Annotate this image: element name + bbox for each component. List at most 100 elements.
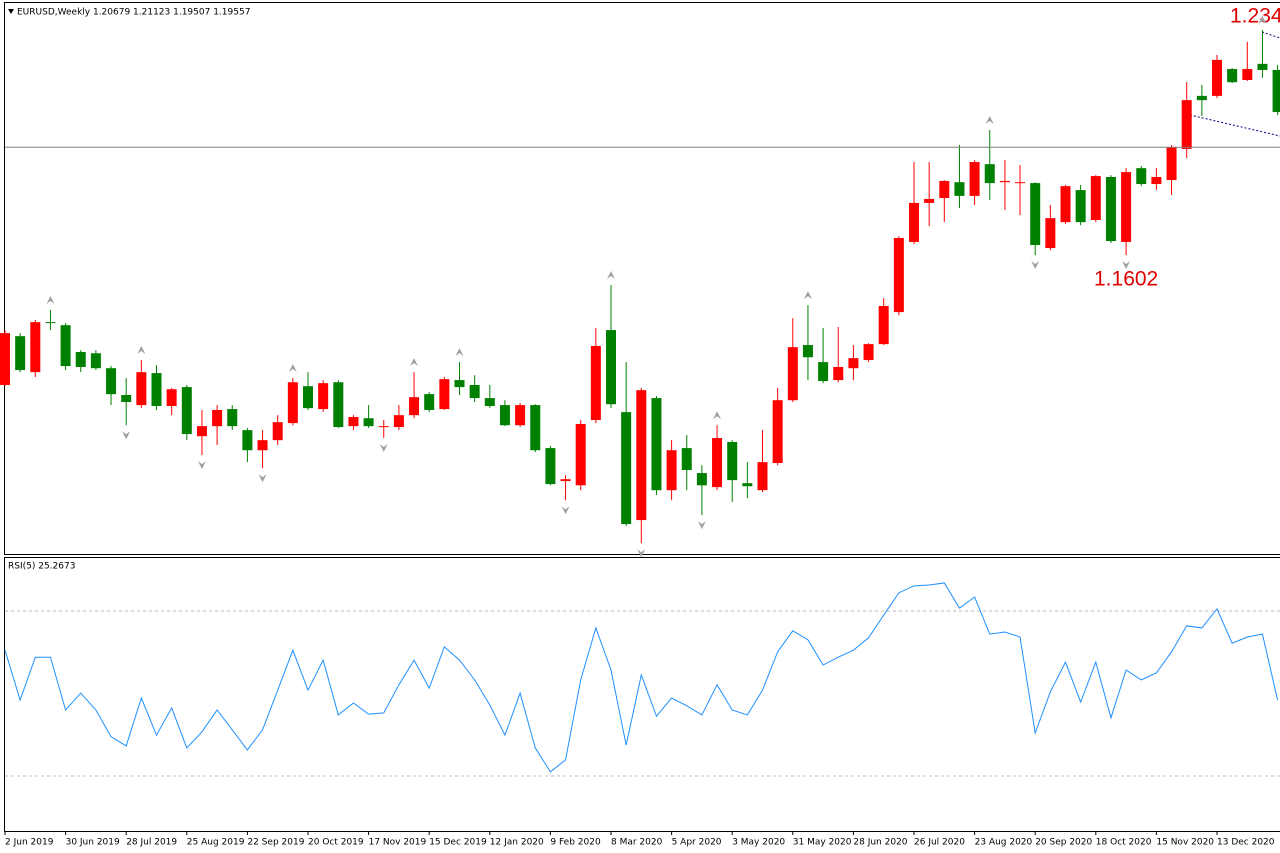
fractal-up: [288, 363, 297, 372]
trend-line: [1189, 114, 1280, 137]
candle-body: [212, 409, 223, 427]
candle-body: [651, 398, 662, 491]
candle-body: [424, 394, 435, 410]
candle-body: [242, 430, 253, 451]
x-tick-label: 9 Feb 2020: [550, 838, 601, 848]
x-tick-label: 25 Aug 2019: [187, 838, 245, 848]
candle-body: [878, 305, 889, 345]
candle-body: [802, 345, 813, 358]
candle-body: [984, 164, 995, 184]
candle-body: [1166, 147, 1177, 181]
candle-body: [954, 182, 965, 196]
candle-body: [727, 441, 738, 481]
candle-body: [303, 386, 313, 409]
fractal-up: [137, 345, 146, 354]
fractal-up: [46, 295, 55, 304]
candle-body: [378, 426, 389, 428]
annotation: 1.234: [1230, 5, 1280, 28]
candle-body: [469, 384, 480, 399]
fractal-down: [197, 461, 206, 470]
candle-body: [787, 347, 798, 401]
candle-body: [499, 405, 510, 426]
candle-body: [151, 373, 162, 407]
x-tick-label: 2 Jun 2019: [5, 838, 54, 848]
x-tick-label: 15 Dec 2019: [429, 838, 487, 848]
x-tick-label: 30 Jun 2019: [66, 838, 120, 848]
candle-body: [1181, 100, 1192, 149]
x-tick-label: 12 Jan 2020: [490, 838, 544, 848]
x-tick-label: 18 Oct 2020: [1096, 838, 1152, 848]
candle-body: [1272, 69, 1280, 113]
candle-body: [848, 358, 859, 369]
candle-body: [393, 415, 404, 428]
candle-body: [1045, 218, 1056, 249]
candle-body: [1030, 183, 1041, 245]
candle-body: [515, 405, 526, 426]
candle-body: [181, 387, 192, 435]
candle-body: [696, 473, 707, 486]
annotation: 1.1602: [1094, 268, 1158, 291]
fractal-up: [455, 348, 464, 357]
candle-body: [75, 352, 86, 367]
candle-body: [681, 448, 692, 471]
candle-body: [742, 483, 753, 487]
candle-body: [484, 398, 495, 407]
x-tick-label: 8 Mar 2020: [611, 838, 663, 848]
fractal-down: [561, 506, 570, 515]
candle-body: [106, 368, 117, 395]
candle-body: [712, 438, 723, 488]
candle-body: [969, 162, 980, 196]
fractal-down: [379, 444, 388, 453]
candle-body: [545, 448, 556, 485]
candle-body: [227, 409, 238, 427]
candle-body: [833, 366, 844, 381]
x-tick-label: 28 Jun 2020: [853, 838, 907, 848]
candle-body: [575, 424, 586, 486]
x-tick-label: 31 May 2020: [793, 838, 852, 848]
x-tick-label: 5 Apr 2020: [672, 838, 722, 848]
candle-body: [772, 400, 783, 464]
fractal-down: [122, 431, 131, 440]
fractal-up: [410, 358, 419, 367]
chart-title: EURUSD,Weekly 1.20679 1.21123 1.19507 1.…: [17, 8, 250, 18]
x-tick-label: 28 Jul 2019: [126, 838, 177, 848]
candle-body: [818, 362, 829, 382]
rsi-line: [4, 582, 1279, 773]
x-tick-label: 26 Jul 2020: [914, 838, 965, 848]
candle-body: [90, 353, 101, 369]
candle-body: [272, 422, 283, 441]
candle-body: [121, 395, 132, 403]
candle-body: [1075, 190, 1086, 223]
candle-body: [196, 426, 207, 437]
candle-body: [1136, 168, 1147, 185]
candle-body: [893, 237, 904, 313]
candle-body: [0, 333, 10, 385]
fractal-down: [637, 549, 646, 558]
fractal-down: [258, 474, 267, 483]
candle-body: [863, 344, 874, 360]
fractal-up: [713, 411, 722, 420]
candle-body: [1105, 176, 1116, 242]
candle-body: [1227, 69, 1238, 83]
candle-body: [45, 322, 56, 324]
candle-body: [454, 380, 465, 388]
candle-body: [1242, 69, 1253, 81]
candle-body: [287, 382, 298, 424]
candle-body: [136, 372, 147, 406]
fractal-up: [803, 291, 812, 300]
x-tick-label: 23 Aug 2020: [975, 838, 1033, 848]
candle-body: [909, 202, 919, 242]
candle-body: [1090, 176, 1101, 220]
candle-body: [1257, 63, 1268, 70]
candle-body: [636, 390, 647, 521]
candle-body: [1060, 186, 1071, 223]
candle-body: [348, 416, 359, 427]
candle-body: [30, 322, 41, 373]
candle-body: [666, 450, 677, 491]
candle-body: [257, 440, 268, 451]
candle-body: [590, 345, 601, 421]
fractal-down: [1122, 261, 1131, 270]
candle-body: [530, 405, 541, 451]
candle-body: [939, 180, 950, 199]
